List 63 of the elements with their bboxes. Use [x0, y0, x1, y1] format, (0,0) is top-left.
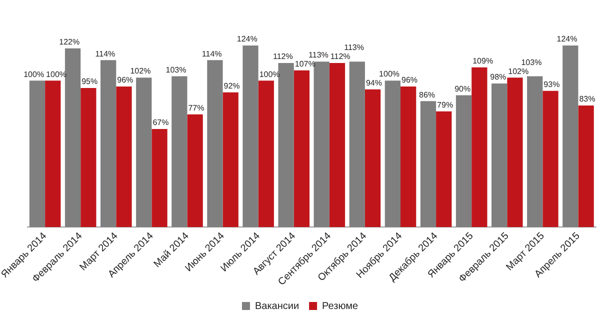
data-label: 103% — [166, 65, 186, 74]
bar — [29, 80, 46, 228]
bar — [436, 111, 452, 228]
bar — [456, 95, 472, 228]
data-label: 94% — [366, 78, 382, 88]
bar — [364, 89, 381, 228]
data-label: 100% — [24, 70, 44, 79]
data-label: 112% — [330, 52, 350, 62]
bar — [420, 101, 436, 228]
data-label: 113% — [308, 50, 328, 60]
bar — [542, 90, 558, 228]
legend-label: Резюме — [322, 300, 358, 312]
bar — [152, 128, 168, 228]
bar — [187, 114, 203, 228]
bar — [45, 80, 61, 228]
data-label: 86% — [419, 90, 436, 100]
bar — [278, 63, 294, 228]
bar — [100, 60, 116, 228]
data-label: 96% — [117, 76, 134, 85]
bar — [472, 67, 488, 228]
data-label: 102% — [508, 66, 529, 76]
bar — [578, 106, 594, 228]
bar — [136, 78, 152, 228]
data-label: 122% — [59, 38, 80, 47]
data-label: 103% — [521, 58, 542, 67]
bar — [80, 88, 96, 228]
data-label: 114% — [202, 49, 222, 58]
data-label: 77% — [188, 104, 204, 113]
bar — [314, 62, 330, 228]
bar — [242, 45, 258, 228]
data-label: 100% — [379, 70, 400, 79]
bar — [349, 62, 365, 228]
data-label: 112% — [273, 52, 293, 62]
data-label: 96% — [402, 76, 418, 85]
bar — [294, 70, 310, 228]
data-label: 93% — [544, 80, 560, 90]
data-label: 124% — [556, 34, 578, 44]
data-label: 79% — [437, 100, 454, 110]
bar — [172, 76, 188, 228]
bar — [258, 80, 274, 228]
data-label: 83% — [579, 94, 596, 104]
data-label: 114% — [95, 49, 116, 58]
data-label: 98% — [490, 72, 506, 82]
data-label: 102% — [130, 66, 151, 76]
bar — [207, 60, 223, 228]
data-label: 109% — [472, 56, 494, 66]
bar — [384, 80, 401, 228]
bar — [116, 86, 132, 228]
data-label: 124% — [236, 34, 258, 44]
data-label: 95% — [82, 77, 98, 86]
data-label: 67% — [152, 118, 169, 128]
data-label: 113% — [344, 43, 364, 52]
bar — [562, 45, 578, 228]
bar — [507, 78, 523, 228]
bar — [527, 76, 543, 228]
data-label: 90% — [454, 84, 471, 94]
bar — [222, 92, 238, 228]
legend-label: Вакансии — [254, 300, 300, 312]
data-label: 92% — [224, 82, 240, 91]
bar — [492, 84, 508, 228]
bar — [329, 63, 346, 228]
bar — [64, 48, 81, 228]
bar — [400, 86, 416, 228]
